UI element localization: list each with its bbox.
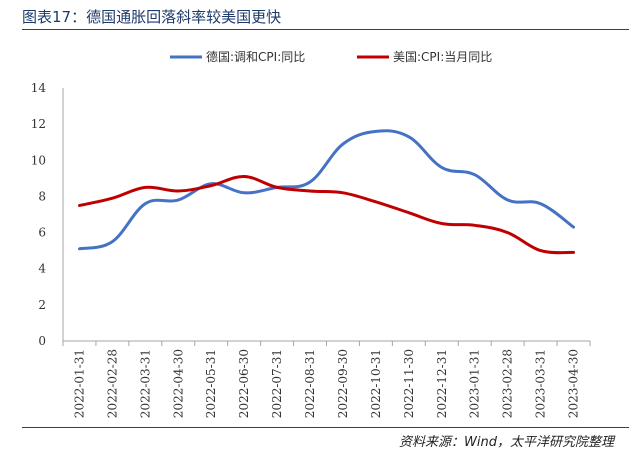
x-tick-label: 2022-08-31 [303, 349, 317, 418]
series-layer [78, 129, 575, 255]
y-tick-label: 6 [38, 226, 46, 240]
series-line-germany-hicp [78, 129, 575, 251]
y-tick-label: 12 [31, 117, 46, 131]
series-line-us-cpi [78, 174, 575, 255]
x-tick-label: 2022-09-30 [336, 349, 350, 418]
x-tick-label: 2023-02-28 [501, 349, 515, 418]
y-tick-label: 2 [38, 298, 46, 312]
y-tick-label: 0 [38, 334, 46, 348]
x-tick-label: 2023-03-31 [534, 349, 548, 418]
y-tick-label: 10 [31, 153, 46, 167]
y-tick-label: 4 [38, 262, 46, 276]
x-tick-label: 2022-04-30 [171, 349, 185, 418]
x-tick-label: 2022-10-31 [369, 349, 383, 418]
x-tick-label: 2022-02-28 [105, 349, 119, 418]
x-tick-label: 2022-01-31 [72, 349, 86, 418]
x-tick-label: 2022-06-30 [237, 349, 251, 418]
footer-divider [22, 427, 629, 428]
x-axis-ticks: 2022-01-31 2022-02-28 2022-03-31 2022-04-30… [62, 341, 591, 418]
legend-label: 德国:调和CPI:同比 [206, 49, 305, 64]
x-tick-label: 2022-03-31 [138, 349, 152, 418]
title-divider [22, 29, 629, 30]
chart-title: 图表17：德国通胀回落斜率较美国更快 [22, 8, 282, 26]
y-tick-label: 14 [31, 81, 47, 95]
x-tick-label: 2022-12-31 [435, 349, 449, 418]
source-note: 资料来源：Wind，太平洋研究院整理 [399, 435, 614, 450]
legend: 德国:调和CPI:同比 美国:CPI:当月同比 [170, 49, 492, 64]
y-axis-ticks: 0 2 4 6 8 10 12 14 [31, 81, 47, 348]
legend-label: 美国:CPI:当月同比 [393, 50, 492, 64]
x-tick-label: 2022-11-30 [402, 349, 416, 418]
x-tick-label: 2023-01-31 [468, 349, 482, 418]
x-tick-label: 2023-04-30 [567, 349, 581, 418]
y-tick-label: 8 [38, 189, 46, 203]
x-tick-label: 2022-05-31 [204, 349, 218, 418]
x-tick-label: 2022-07-31 [270, 349, 284, 418]
